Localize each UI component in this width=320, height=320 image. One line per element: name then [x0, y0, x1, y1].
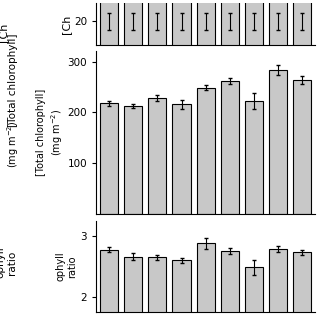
Text: (mg m$^{-2}$): (mg m$^{-2}$): [5, 120, 21, 168]
Bar: [124, 106, 142, 214]
Bar: [245, 101, 263, 214]
Bar: [196, 243, 215, 320]
Bar: [148, 257, 166, 320]
Bar: [293, 252, 311, 320]
Bar: [245, 268, 263, 320]
Y-axis label: [Ch: [Ch: [61, 14, 71, 34]
Bar: [100, 103, 118, 214]
Bar: [148, 98, 166, 214]
Bar: [293, 80, 311, 214]
Text: [Total chlorophyll]: [Total chlorophyll]: [8, 33, 18, 127]
Text: [Ch: [Ch: [0, 22, 8, 42]
Bar: [148, 0, 166, 320]
Bar: [172, 104, 190, 214]
Bar: [124, 257, 142, 320]
Bar: [221, 251, 239, 320]
Bar: [196, 0, 215, 320]
Bar: [269, 70, 287, 214]
Y-axis label: ophyll
ratio: ophyll ratio: [56, 252, 77, 281]
Bar: [221, 0, 239, 320]
Bar: [172, 0, 190, 320]
Y-axis label: [Total chlorophyll]
(mg m$^{-2}$): [Total chlorophyll] (mg m$^{-2}$): [36, 89, 65, 176]
Bar: [100, 0, 118, 320]
Bar: [245, 0, 263, 320]
Bar: [221, 81, 239, 214]
Text: ophyll
ratio: ophyll ratio: [0, 246, 17, 278]
Bar: [100, 250, 118, 320]
Bar: [124, 0, 142, 320]
Bar: [196, 88, 215, 214]
Bar: [293, 0, 311, 320]
Bar: [172, 260, 190, 320]
Bar: [269, 0, 287, 320]
Bar: [269, 249, 287, 320]
